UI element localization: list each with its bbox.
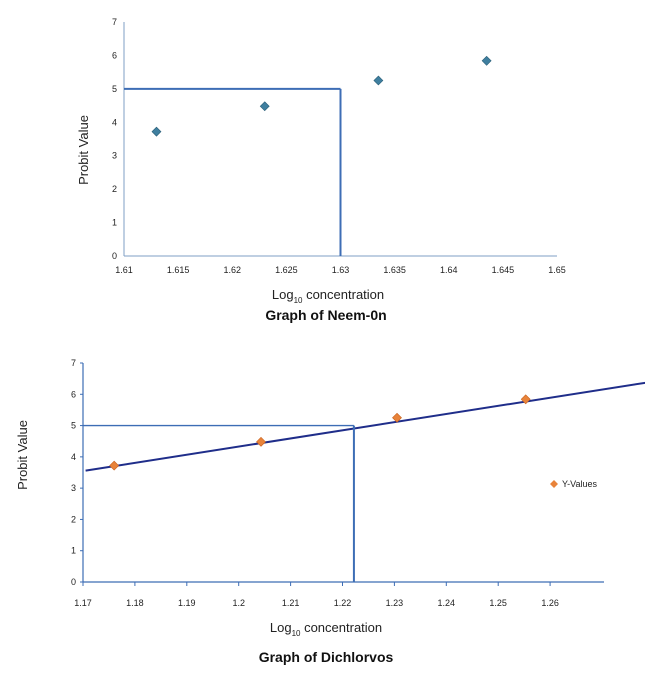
y-tick-label: 3 [112, 151, 117, 161]
x-tick-label: 1.26 [541, 598, 559, 608]
x-axis-title: Log10 concentration [270, 620, 382, 638]
x-tick-label: 1.25 [489, 598, 507, 608]
x-tick-label: 1.17 [74, 598, 92, 608]
x-tick-label: 1.625 [275, 265, 298, 275]
x-tick-label: 1.23 [386, 598, 404, 608]
y-tick-label: 7 [71, 358, 76, 368]
data-point [259, 101, 270, 112]
x-tick-label: 1.635 [383, 265, 406, 275]
x-tick-label: 1.2 [232, 598, 245, 608]
legend-label: Y-Values [562, 479, 598, 489]
x-tick-labels: 1.17 1.18 1.19 1.2 1.21 1.22 1.23 1.24 1.25 1.26 [74, 582, 559, 608]
data-point [256, 436, 266, 447]
x-tick-label: 1.18 [126, 598, 144, 608]
legend: Y-Values [550, 479, 598, 489]
x-tick-label: 1.62 [223, 265, 241, 275]
y-tick-label: 2 [71, 514, 76, 524]
y-tick-label: 1 [112, 218, 117, 228]
y-tick-label: 3 [71, 483, 76, 493]
y-tick-label: 6 [71, 389, 76, 399]
data-point [520, 394, 531, 405]
y-tick-label: 7 [112, 17, 117, 27]
y-tick-label: 0 [71, 577, 76, 587]
data-point [481, 55, 492, 66]
chart-dichlorvos: 1.17 1.18 1.19 1.2 1.21 1.22 1.23 1.24 1.25 1.26 … [15, 358, 645, 665]
y-axis-title: Probit Value [15, 420, 30, 490]
x-tick-labels: 1.61 1.615 1.62 1.625 1.63 1.635 1.64 1.645 1.65 [115, 265, 566, 275]
data-point [373, 75, 384, 86]
y-tick-label: 1 [71, 546, 76, 556]
data-points [151, 55, 492, 137]
trendline [85, 381, 645, 472]
y-axis-title: Probit Value [76, 115, 91, 185]
x-tick-label: 1.22 [334, 598, 352, 608]
data-point [392, 412, 402, 423]
y-tick-label: 4 [112, 117, 117, 127]
x-tick-label: 1.64 [440, 265, 458, 275]
y-tick-label: 2 [112, 184, 117, 194]
data-point [109, 460, 120, 471]
x-tick-label: 1.615 [167, 265, 190, 275]
legend-marker-icon [550, 480, 558, 488]
x-tick-label: 1.19 [178, 598, 196, 608]
y-tick-label: 0 [112, 251, 117, 261]
y-tick-label: 5 [71, 421, 76, 431]
chart-neem: 1.61 1.615 1.62 1.625 1.63 1.635 1.64 1.645 1.65… [76, 17, 566, 323]
data-point [151, 126, 162, 137]
x-axis-title: Log10 concentration [272, 287, 384, 305]
y-tick-label: 4 [71, 452, 76, 462]
y-tick-labels: 0 1 2 3 4 5 6 7 [112, 17, 117, 261]
x-tick-label: 1.61 [115, 265, 133, 275]
x-tick-label: 1.21 [282, 598, 300, 608]
y-tick-label: 5 [112, 84, 117, 94]
x-tick-label: 1.645 [492, 265, 515, 275]
x-tick-label: 1.24 [438, 598, 456, 608]
x-tick-label: 1.63 [332, 265, 350, 275]
x-tick-label: 1.65 [548, 265, 566, 275]
chart-title: Graph of Neem-0n [265, 307, 386, 323]
data-points [109, 394, 531, 471]
chart-title: Graph of Dichlorvos [259, 649, 394, 665]
y-tick-label: 6 [112, 50, 117, 60]
y-tick-labels: 0 1 2 3 4 5 6 7 [71, 358, 83, 587]
